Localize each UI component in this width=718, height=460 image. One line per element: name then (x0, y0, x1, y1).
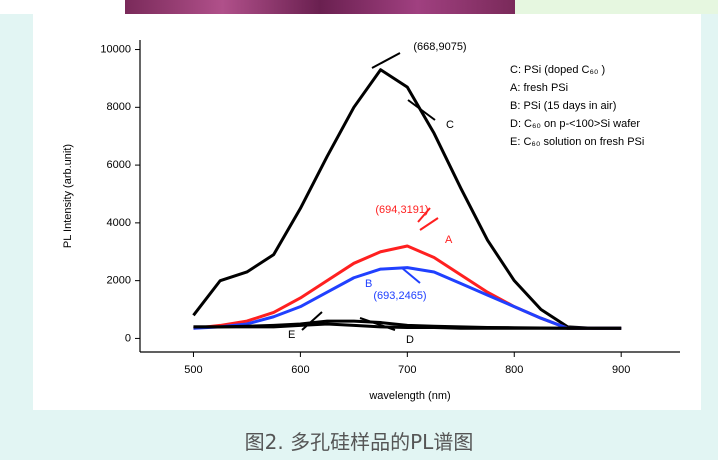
chart-panel (33, 14, 701, 410)
y-axis-title: PL Intensity (arb.unit) (62, 144, 74, 248)
x-tick-label: 800 (505, 364, 523, 376)
legend-entry: B: PSi (15 days in air) (510, 100, 616, 112)
y-tick-label: 10000 (100, 43, 131, 55)
x-tick-label: 700 (398, 364, 416, 376)
chart: wavelength (nm) PL Intensity (arb.unit) … (62, 40, 680, 402)
annotation: (694,3191) (375, 204, 428, 216)
y-tick-label: 6000 (107, 159, 131, 171)
series-line (193, 266, 622, 330)
legend-entry: A: fresh PSi (510, 82, 568, 94)
series-line (193, 319, 622, 330)
y-tick-label: 0 (125, 332, 131, 344)
annotation: B (365, 278, 372, 290)
image-strip (125, 0, 515, 14)
annotation: (668,9075) (413, 41, 466, 53)
annotation: D (406, 334, 414, 346)
legend-entry: D: C₆₀ on p-<100>Si wafer (510, 118, 640, 130)
annotation: (693,2465) (373, 290, 426, 302)
annotation: A (445, 234, 453, 246)
arrow (419, 217, 439, 231)
legend-entry: C: PSi (doped C₆₀ ) (510, 64, 605, 76)
legend-entry: E: C₆₀ solution on fresh PSi (510, 136, 644, 148)
y-tick-label: 2000 (107, 275, 131, 287)
series-line (193, 244, 622, 330)
background (0, 0, 125, 14)
caption: 图2. 多孔硅样品的PL谱图 (244, 430, 474, 454)
background (515, 0, 718, 14)
series-line (192, 68, 622, 330)
x-tick-label: 900 (612, 364, 630, 376)
x-axis-title: wavelength (nm) (368, 390, 450, 402)
arrow (417, 207, 431, 223)
x-tick-label: 500 (184, 364, 202, 376)
annotation: C (446, 119, 454, 131)
annotation: E (288, 329, 295, 341)
arrow (401, 267, 421, 284)
y-tick-label: 4000 (107, 217, 131, 229)
y-tick-label: 8000 (107, 101, 131, 113)
x-tick-label: 600 (291, 364, 309, 376)
